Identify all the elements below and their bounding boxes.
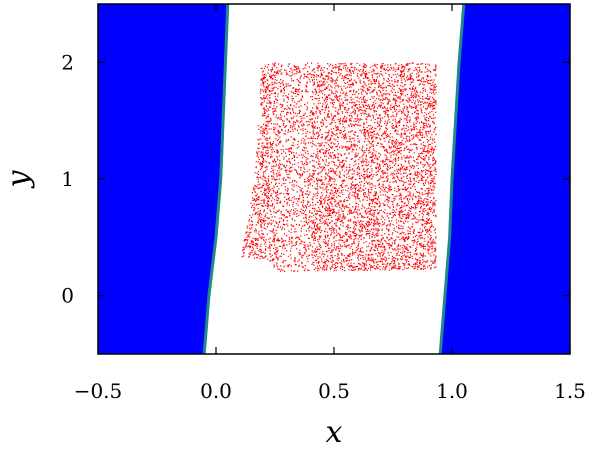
y-tick-label: 2: [61, 50, 74, 74]
y-tick-label: 1: [61, 167, 74, 191]
x-tick-label: 1.5: [554, 379, 586, 403]
x-axis-label: x: [326, 415, 343, 450]
scatter-points: [241, 62, 437, 273]
red-point-cloud: [241, 62, 437, 273]
x-tick-label: 0.0: [200, 379, 232, 403]
right-blue-region: [440, 4, 570, 354]
y-tick-label: 0: [61, 284, 74, 308]
axis-ticks: −0.5 0.0 0.5 1.0 1.5 0 1 2: [61, 4, 586, 403]
x-tick-label: 0.5: [318, 379, 350, 403]
left-blue-region-edge: [202, 4, 230, 354]
left-blue-region: [98, 4, 228, 354]
background-regions: [98, 4, 570, 354]
x-tick-label: 1.0: [436, 379, 468, 403]
x-tick-label: −0.5: [74, 379, 123, 403]
right-blue-region-edge: [438, 4, 466, 354]
y-axis-label: y: [1, 169, 36, 189]
